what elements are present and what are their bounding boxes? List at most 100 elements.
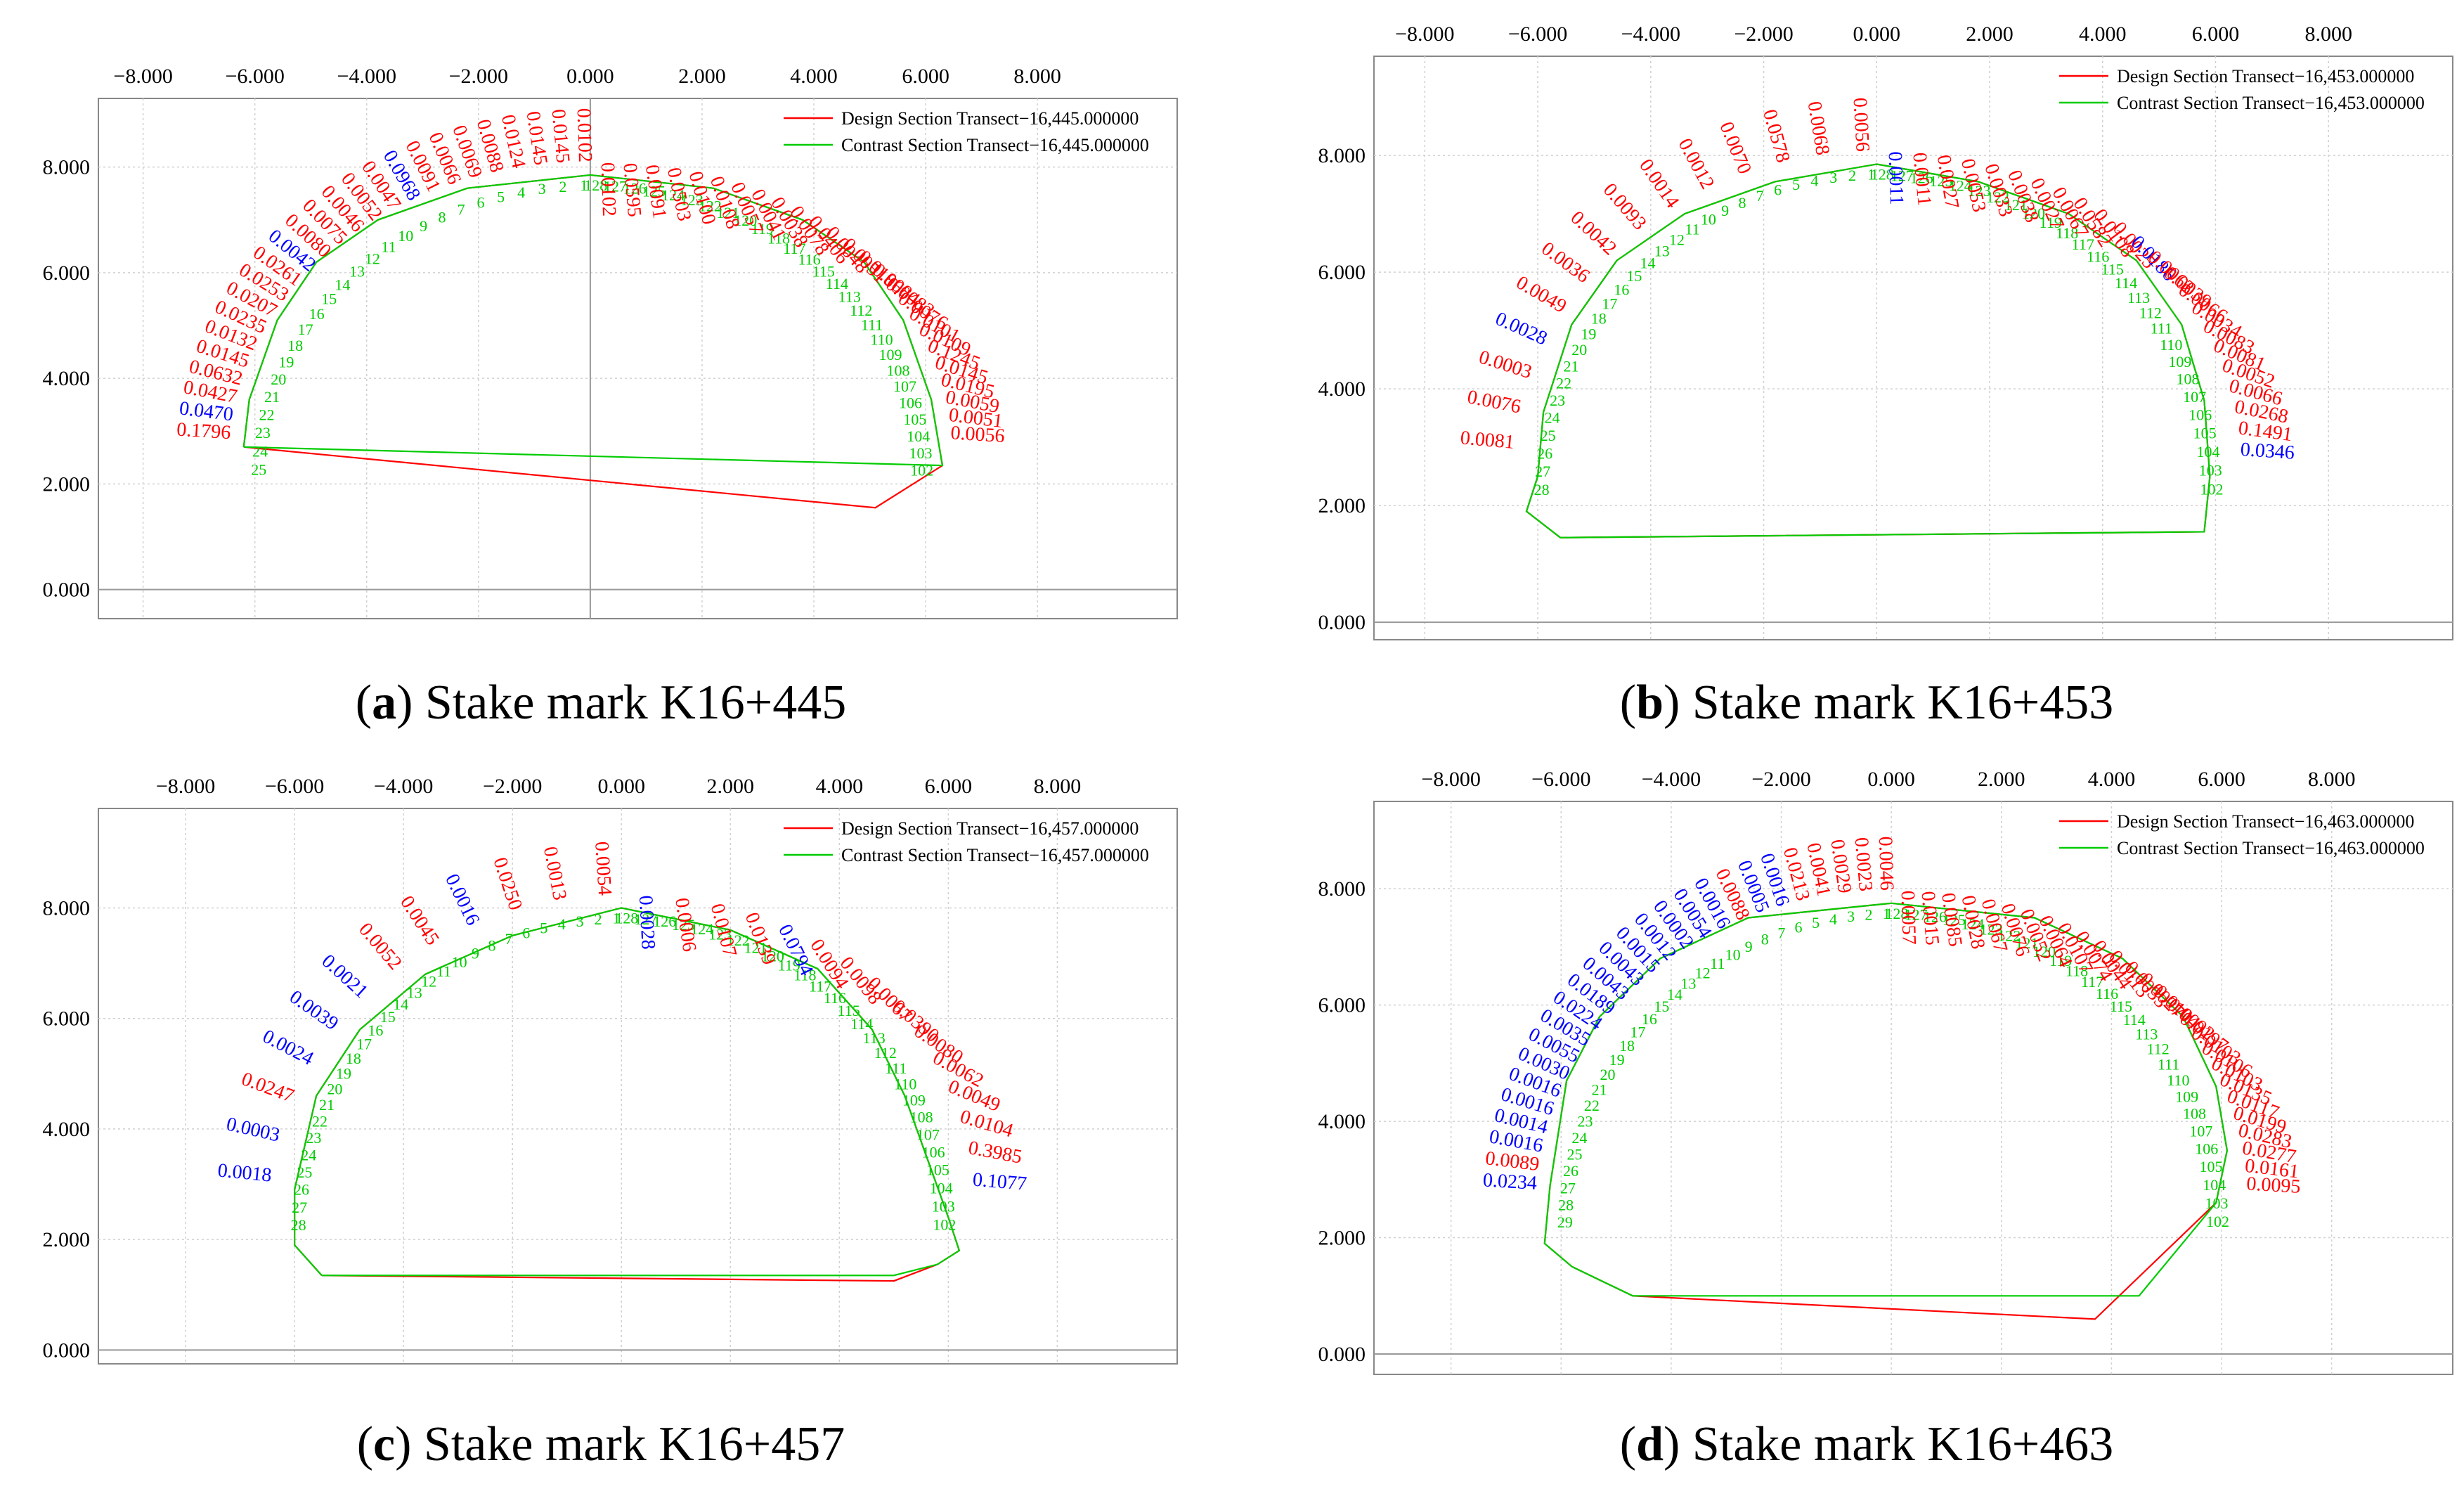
plot-frame bbox=[1373, 56, 2453, 640]
point-id-label: 12 bbox=[421, 973, 436, 991]
point-id-label: 3 bbox=[576, 913, 584, 930]
point-id-label: 112 bbox=[850, 302, 872, 319]
point-id-label: 106 bbox=[2189, 406, 2212, 424]
point-id-label: 105 bbox=[926, 1161, 949, 1179]
x-tick-label: −4.000 bbox=[337, 65, 396, 88]
point-id-label: 27 bbox=[1535, 463, 1550, 480]
point-id-label: 106 bbox=[922, 1143, 945, 1161]
caption-c: (c) Stake mark K16+457 bbox=[356, 1417, 845, 1471]
y-tick-label: 2.000 bbox=[1318, 1227, 1366, 1250]
deviation-label: 0.0011 bbox=[1884, 151, 1908, 205]
point-id-label: 103 bbox=[2199, 462, 2222, 479]
point-id-label: 23 bbox=[306, 1129, 321, 1147]
contrast-section-line bbox=[242, 174, 944, 467]
y-tick-label: 0.000 bbox=[43, 1339, 91, 1362]
point-id-label: 103 bbox=[2205, 1194, 2228, 1212]
point-id-label: 116 bbox=[2087, 247, 2109, 265]
point-id-label: 8 bbox=[438, 208, 446, 226]
point-id-label: 126 bbox=[653, 913, 676, 930]
point-id-label: 1 bbox=[1883, 905, 1891, 922]
legend-entry: Design Section Transect−16,457.000000 bbox=[841, 818, 1139, 839]
point-id-label: 114 bbox=[826, 275, 848, 292]
point-id-label: 119 bbox=[2040, 214, 2062, 231]
point-id-label: 18 bbox=[1619, 1037, 1635, 1055]
point-id-label: 120 bbox=[734, 212, 757, 229]
point-id-label: 118 bbox=[2056, 224, 2078, 242]
point-id-label: 5 bbox=[1812, 914, 1820, 931]
point-id-label: 3 bbox=[538, 180, 546, 198]
point-id-label: 125 bbox=[1929, 172, 1952, 190]
point-id-label: 16 bbox=[1614, 280, 1629, 298]
x-tick-label: −8.000 bbox=[1395, 22, 1454, 46]
point-id-label: 4 bbox=[517, 183, 525, 201]
y-tick-label: 4.000 bbox=[43, 1118, 91, 1141]
x-tick-label: −4.000 bbox=[374, 775, 433, 798]
deviation-label: 0.0081 bbox=[1460, 427, 1515, 453]
point-id-label: 116 bbox=[798, 251, 820, 269]
deviation-label: 0.0054 bbox=[590, 841, 616, 896]
legend-entry: Contrast Section Transect−16,463.000000 bbox=[2117, 838, 2425, 858]
deviation-label: 0.0046 bbox=[1874, 836, 1898, 891]
point-id-label: 29 bbox=[1557, 1213, 1573, 1231]
deviation-label: 0.0102 bbox=[597, 162, 620, 217]
point-id-label: 22 bbox=[1556, 374, 1571, 392]
point-id-label: 27 bbox=[292, 1199, 307, 1216]
caption-b: (b) Stake mark K16+453 bbox=[1619, 676, 2114, 730]
point-id-label: 107 bbox=[2183, 388, 2206, 406]
point-id-label: 102 bbox=[2200, 481, 2223, 498]
point-id-label: 121 bbox=[744, 939, 767, 957]
deviation-label: 0.0028 bbox=[635, 895, 659, 950]
point-id-label: 25 bbox=[1541, 427, 1556, 444]
point-id-label: 15 bbox=[1654, 998, 1669, 1015]
point-id-label: 24 bbox=[301, 1146, 316, 1163]
point-id-label: 117 bbox=[809, 977, 831, 995]
deviation-label: 0.0095 bbox=[2246, 1173, 2302, 1198]
point-id-label: 14 bbox=[335, 276, 350, 293]
point-id-label: 19 bbox=[278, 354, 294, 371]
point-id-label: 123 bbox=[1968, 182, 1991, 200]
point-id-label: 117 bbox=[2081, 973, 2103, 991]
point-id-label: 13 bbox=[1680, 974, 1696, 992]
x-tick-label: −6.000 bbox=[265, 775, 324, 798]
point-id-label: 113 bbox=[863, 1029, 886, 1047]
point-id-label: 23 bbox=[255, 424, 271, 441]
point-id-label: 11 bbox=[1685, 220, 1699, 238]
y-tick-label: 2.000 bbox=[1318, 494, 1366, 517]
point-id-label: 113 bbox=[2127, 289, 2150, 307]
point-id-label: 2 bbox=[1848, 167, 1856, 184]
x-tick-label: −8.000 bbox=[113, 65, 172, 88]
x-tick-label: −2.000 bbox=[1734, 22, 1793, 46]
point-id-label: 112 bbox=[2147, 1040, 2170, 1057]
point-id-label: 125 bbox=[1943, 911, 1966, 929]
deviation-label: 0.0102 bbox=[573, 108, 596, 162]
x-tick-label: 4.000 bbox=[2079, 22, 2127, 46]
point-id-label: 2 bbox=[1865, 905, 1872, 923]
deviation-label: 0.0056 bbox=[1849, 97, 1874, 153]
point-id-label: 5 bbox=[1792, 176, 1800, 193]
point-id-label: 117 bbox=[783, 240, 805, 257]
point-id-label: 8 bbox=[488, 937, 495, 955]
point-id-label: 20 bbox=[271, 370, 286, 388]
x-tick-label: 8.000 bbox=[2304, 22, 2352, 46]
point-id-label: 110 bbox=[870, 330, 893, 348]
point-id-label: 19 bbox=[336, 1064, 351, 1082]
deviation-label: 0.0145 bbox=[547, 108, 574, 165]
plot-frame bbox=[1373, 801, 2453, 1375]
point-id-label: 120 bbox=[2022, 205, 2045, 222]
point-id-label: 14 bbox=[1640, 254, 1656, 272]
point-id-label: 126 bbox=[1910, 169, 1933, 186]
y-tick-label: 8.000 bbox=[1318, 877, 1366, 901]
point-id-label: 115 bbox=[2110, 998, 2132, 1015]
deviation-label: 0.0346 bbox=[2240, 439, 2295, 464]
x-tick-label: 4.000 bbox=[816, 775, 864, 798]
contrast-section-line bbox=[1543, 902, 2229, 1297]
point-id-label: 127 bbox=[604, 178, 627, 195]
legend-entry: Design Section Transect−16,453.000000 bbox=[2117, 66, 2414, 86]
point-id-label: 11 bbox=[381, 238, 396, 256]
point-id-label: 127 bbox=[1905, 906, 1928, 924]
point-id-label: 106 bbox=[2195, 1140, 2218, 1157]
point-id-label: 17 bbox=[1602, 295, 1617, 313]
point-id-label: 121 bbox=[2016, 934, 2039, 952]
